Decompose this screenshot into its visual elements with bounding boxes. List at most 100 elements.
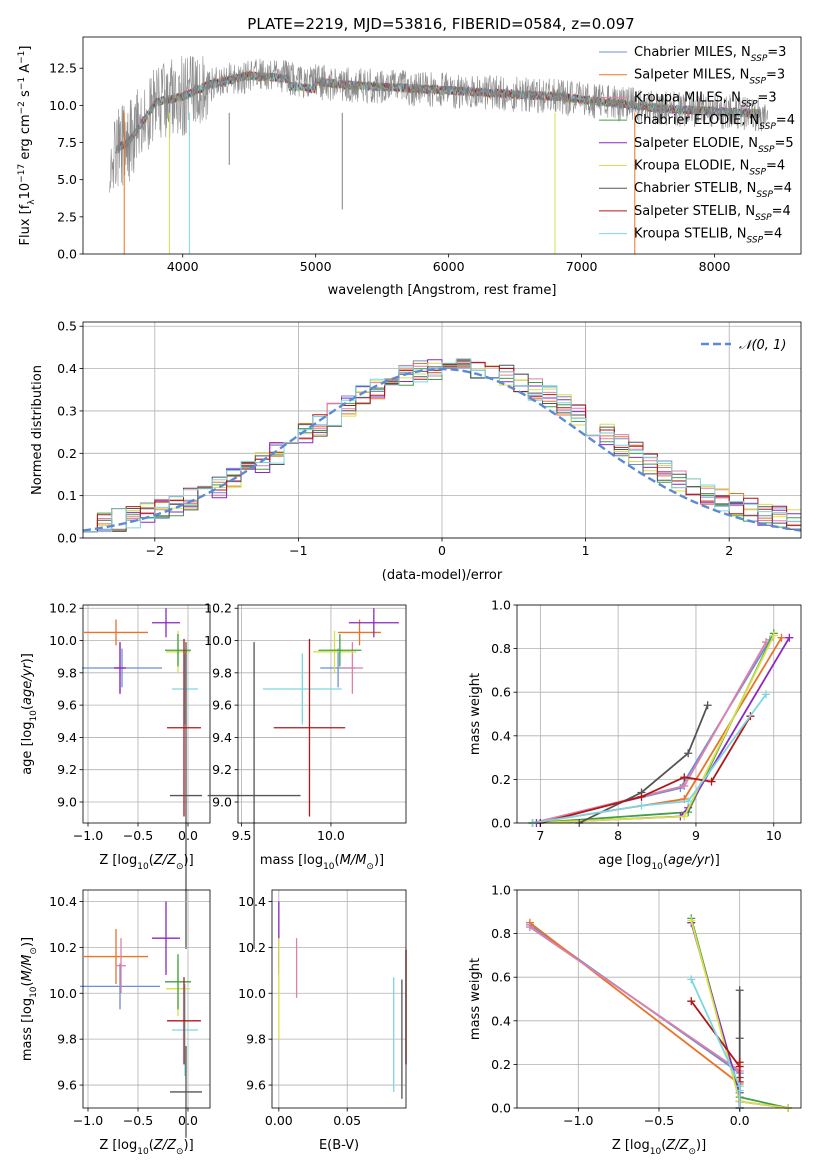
y-tick-label: 9.8 bbox=[246, 1032, 266, 1047]
plot-area bbox=[525, 914, 793, 1112]
x-tick-label: −1.0 bbox=[73, 828, 103, 843]
y-tick-label: 0.5 bbox=[57, 319, 77, 334]
y-axis-label: Flux [fλ10−17 erg cm−2 s−1 A−1] bbox=[17, 46, 37, 246]
y-tick-label: 10.2 bbox=[204, 601, 232, 616]
y-tick-label: 9.6 bbox=[246, 1078, 266, 1093]
chart-mass_vs_ebv: 0.00 0.05 9.6 9.8 10.0 10.2 10.4 E(B-V) bbox=[238, 889, 407, 1153]
x-tick-label: 7 bbox=[536, 828, 544, 843]
legend-entry: Salpeter STELIB, NSSP=4 bbox=[634, 204, 791, 223]
x-tick-label: −1.0 bbox=[73, 1113, 103, 1128]
weight-marker bbox=[703, 701, 712, 710]
y-tick-label: 0.4 bbox=[491, 1013, 511, 1028]
y-tick-label: 9.8 bbox=[57, 1032, 77, 1047]
chart-weight_vs_age: 7 8 9 10 0.0 0.2 0.4 0.6 0.8 1.0 age [log10(age/yr… bbox=[468, 598, 802, 872]
weight-marker bbox=[687, 975, 696, 984]
weight-marker bbox=[684, 749, 693, 758]
weight-marker bbox=[735, 986, 744, 995]
x-axis-label: E(B-V) bbox=[319, 1138, 359, 1153]
y-tick-label: 12.5 bbox=[49, 61, 77, 76]
y-tick-label: 0.0 bbox=[491, 816, 511, 831]
weight-marker bbox=[735, 1086, 744, 1095]
weight-marker bbox=[777, 633, 786, 642]
x-tick-label: 2 bbox=[725, 543, 733, 558]
y-tick-label: 9.8 bbox=[212, 665, 232, 680]
y-tick-label: 0.8 bbox=[491, 641, 511, 656]
weight-line bbox=[536, 637, 791, 824]
y-tick-label: 9.0 bbox=[57, 795, 77, 810]
legend-entry: Kroupa MILES, NSSP=3 bbox=[634, 90, 777, 109]
x-axis-label: age [log10(age/yr)] bbox=[598, 853, 720, 872]
x-tick-label: −0.5 bbox=[123, 828, 153, 843]
y-axis-label: Normed distribution bbox=[30, 365, 45, 495]
y-tick-label: 0.2 bbox=[57, 446, 77, 461]
legend-entry: Chabrier ELODIE, NSSP=4 bbox=[634, 113, 795, 132]
y-tick-label: 9.6 bbox=[212, 698, 232, 713]
weight-marker bbox=[637, 792, 646, 801]
y-tick-label: 7.5 bbox=[57, 135, 77, 150]
figure-title: PLATE=2219, MJD=53816, FIBERID=0584, z=0… bbox=[247, 15, 634, 33]
y-tick-label: 0.2 bbox=[491, 1057, 511, 1072]
x-tick-label: 0.0 bbox=[178, 828, 198, 843]
y-tick-label: 5.0 bbox=[57, 172, 77, 187]
y-tick-label: 9.6 bbox=[57, 698, 77, 713]
chart-mass_vs_Z: −1.0 −0.5 0.0 9.6 9.8 10.0 10.2 10.4 Z [log10(Z/… bbox=[20, 889, 211, 1157]
y-tick-label: 9.4 bbox=[212, 730, 232, 745]
y-tick-label: 0.3 bbox=[57, 403, 77, 418]
y-tick-label: 0.8 bbox=[491, 926, 511, 941]
y-tick-label: 1.0 bbox=[491, 883, 511, 898]
weight-marker bbox=[680, 812, 689, 821]
y-tick-label: 1.0 bbox=[491, 598, 511, 613]
legend-entry: Chabrier STELIB, NSSP=4 bbox=[634, 181, 792, 200]
weight-marker bbox=[687, 916, 696, 925]
plot-area bbox=[207, 608, 399, 949]
histogram-series bbox=[83, 358, 801, 533]
x-tick-label: 0.0 bbox=[178, 1113, 198, 1128]
y-axis-label: mass weight bbox=[468, 958, 483, 1040]
chart-residuals: −2 −1 0 1 2 0.0 0.1 0.2 0.3 0.4 0.5 𝒩(0, 1) (data-mo… bbox=[30, 319, 802, 583]
weight-marker bbox=[761, 690, 770, 699]
x-tick-label: −2 bbox=[146, 543, 164, 558]
x-tick-label: 6000 bbox=[433, 259, 465, 274]
x-axis-label: mass [log10(M/M⊙)] bbox=[260, 853, 384, 872]
y-tick-label: 10.2 bbox=[49, 940, 77, 955]
weight-marker bbox=[687, 997, 696, 1006]
plot-area bbox=[109, 55, 769, 254]
axes-frame bbox=[82, 604, 211, 824]
axes-frame bbox=[82, 889, 211, 1109]
y-tick-label: 10.4 bbox=[238, 894, 266, 909]
legend-entry: Salpeter ELODIE, NSSP=5 bbox=[634, 136, 794, 155]
x-axis-label: Z [log10(Z/Z⊙)] bbox=[99, 1138, 193, 1157]
x-tick-label: 9.5 bbox=[232, 828, 252, 843]
y-tick-label: 0.0 bbox=[491, 1101, 511, 1116]
y-tick-label: 9.8 bbox=[57, 665, 77, 680]
legend-entry: Kroupa ELODIE, NSSP=4 bbox=[634, 159, 785, 178]
y-tick-label: 2.5 bbox=[57, 209, 77, 224]
y-tick-label: 0.0 bbox=[57, 247, 77, 262]
y-tick-label: 9.6 bbox=[57, 1078, 77, 1093]
weight-marker bbox=[680, 781, 689, 790]
x-tick-label: 8 bbox=[614, 828, 622, 843]
y-tick-label: 10.2 bbox=[238, 940, 266, 955]
x-tick-label: 7000 bbox=[566, 259, 598, 274]
legend-entry: 𝒩(0, 1) bbox=[739, 338, 786, 353]
y-tick-label: 0.0 bbox=[57, 531, 77, 546]
axes-frame bbox=[271, 889, 407, 1109]
weight-marker bbox=[769, 631, 778, 640]
x-tick-label: 0.0 bbox=[730, 1113, 750, 1128]
y-tick-label: 10.2 bbox=[49, 601, 77, 616]
y-tick-label: 10.0 bbox=[204, 633, 232, 648]
weight-marker bbox=[684, 797, 693, 806]
x-axis-label: (data-model)/error bbox=[382, 568, 503, 583]
x-tick-label: 0.05 bbox=[333, 1113, 361, 1128]
weight-marker bbox=[735, 1058, 744, 1067]
y-tick-label: 9.2 bbox=[212, 762, 232, 777]
axes-frame bbox=[82, 36, 802, 255]
y-tick-label: 0.1 bbox=[57, 488, 77, 503]
x-tick-label: −1.0 bbox=[563, 1113, 593, 1128]
chart-age_vs_Z: −1.0 −0.5 0.0 9.0 9.2 9.4 9.6 9.8 10.0 10.2 Z [log… bbox=[20, 601, 211, 949]
x-tick-label: 0 bbox=[438, 543, 446, 558]
y-axis-label: age [log10(age/yr)] bbox=[20, 653, 39, 775]
x-tick-label: 5000 bbox=[300, 259, 332, 274]
x-tick-label: −0.5 bbox=[644, 1113, 674, 1128]
x-tick-label: −1 bbox=[289, 543, 307, 558]
